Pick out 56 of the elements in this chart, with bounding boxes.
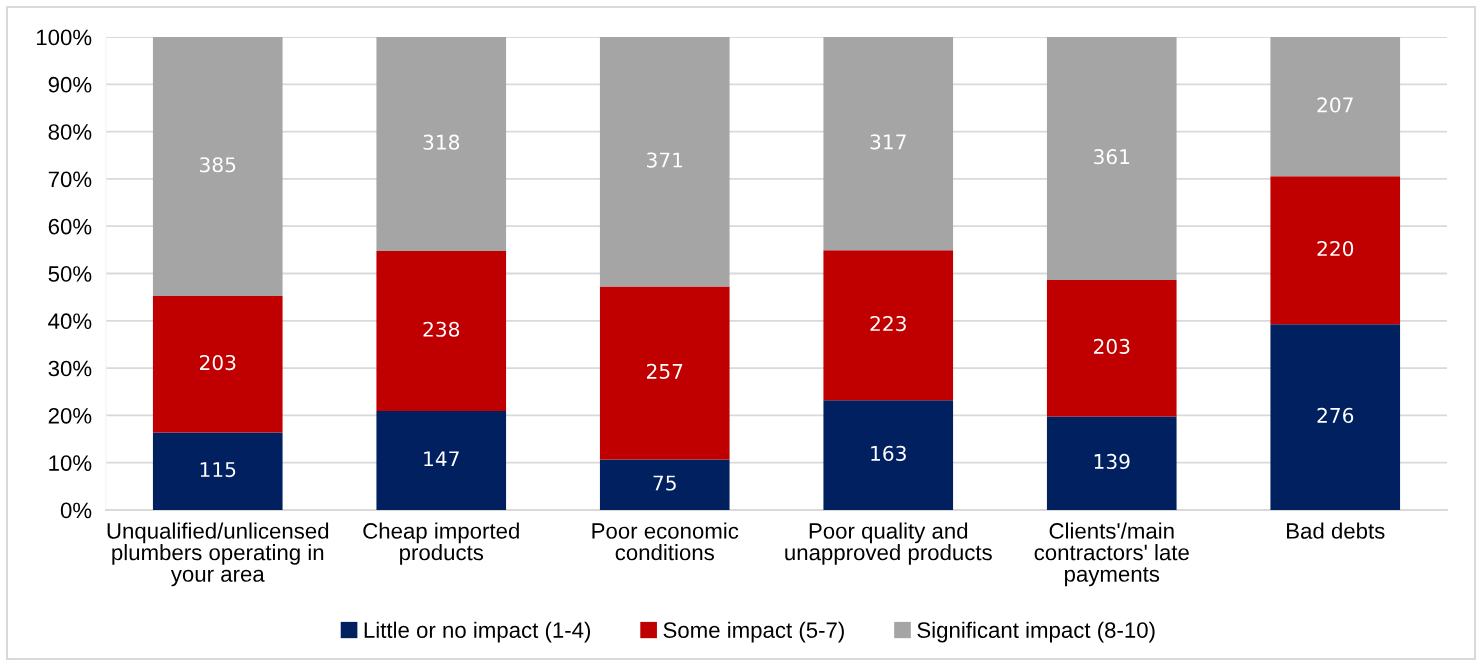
- bar: [376, 37, 507, 251]
- y-tick-label: 40%: [48, 313, 92, 330]
- bar: [1046, 279, 1177, 417]
- data-label: 257: [647, 363, 683, 379]
- data-label: 361: [1094, 149, 1130, 165]
- data-label: 147: [424, 451, 459, 467]
- bar: [599, 37, 730, 287]
- y-tick-label: 90%: [48, 76, 92, 93]
- y-tick-label: 30%: [48, 360, 92, 377]
- y-tick-label: 50%: [48, 266, 92, 282]
- data-label: 207: [1317, 97, 1353, 113]
- x-tick-label: Poor quality and unapproved products: [785, 522, 992, 565]
- y-tick-label: 10%: [49, 455, 92, 471]
- x-tick-label: Bad debts: [1287, 522, 1385, 539]
- bar: [1270, 176, 1401, 325]
- legend-label: Some impact (5-7): [663, 621, 844, 643]
- data-label: 75: [653, 475, 676, 491]
- bar: [152, 296, 283, 433]
- data-label: 371: [647, 152, 683, 168]
- y-tick-label: 80%: [48, 124, 92, 140]
- bar: [376, 411, 507, 510]
- data-label: 203: [200, 354, 236, 371]
- data-label: 115: [200, 462, 236, 478]
- data-label: 223: [870, 315, 906, 332]
- x-tick-label: Poor economic conditions: [592, 522, 739, 561]
- y-tick-label: 60%: [48, 218, 92, 235]
- data-label: 276: [1317, 407, 1354, 423]
- data-label: 385: [200, 157, 236, 173]
- y-tick-label: 0%: [60, 502, 92, 519]
- bar: [823, 250, 954, 401]
- data-label: 317: [870, 134, 906, 150]
- legend-label: Little or no impact (1-4): [364, 621, 591, 643]
- bar: [823, 400, 954, 510]
- bar: [152, 432, 283, 510]
- y-tick-label: 70%: [48, 171, 92, 188]
- bar: [1046, 37, 1177, 280]
- bar: [1046, 416, 1177, 510]
- bar: [152, 37, 283, 297]
- data-label: 318: [423, 134, 460, 150]
- x-tick-label: Clients'/main contractors' late payments: [1034, 522, 1189, 587]
- x-tick-label: Unqualified/unlicensed plumbers operating in your area: [107, 522, 329, 587]
- y-tick-label: 20%: [48, 407, 92, 424]
- bar: [376, 250, 507, 412]
- bar: [599, 286, 730, 460]
- data-label: 238: [423, 321, 460, 337]
- data-label: 220: [1317, 240, 1354, 257]
- x-tick-label: Cheap imported products: [363, 522, 519, 565]
- bar: [599, 459, 730, 510]
- data-label: 163: [871, 445, 906, 462]
- bar: [1270, 324, 1401, 510]
- data-label: 139: [1094, 453, 1130, 470]
- bar: [1270, 37, 1401, 177]
- data-label: 203: [1094, 338, 1130, 355]
- legend-label: Significant impact (8-10): [917, 621, 1155, 643]
- y-tick-label: 100%: [36, 29, 92, 46]
- bar: [823, 37, 954, 251]
